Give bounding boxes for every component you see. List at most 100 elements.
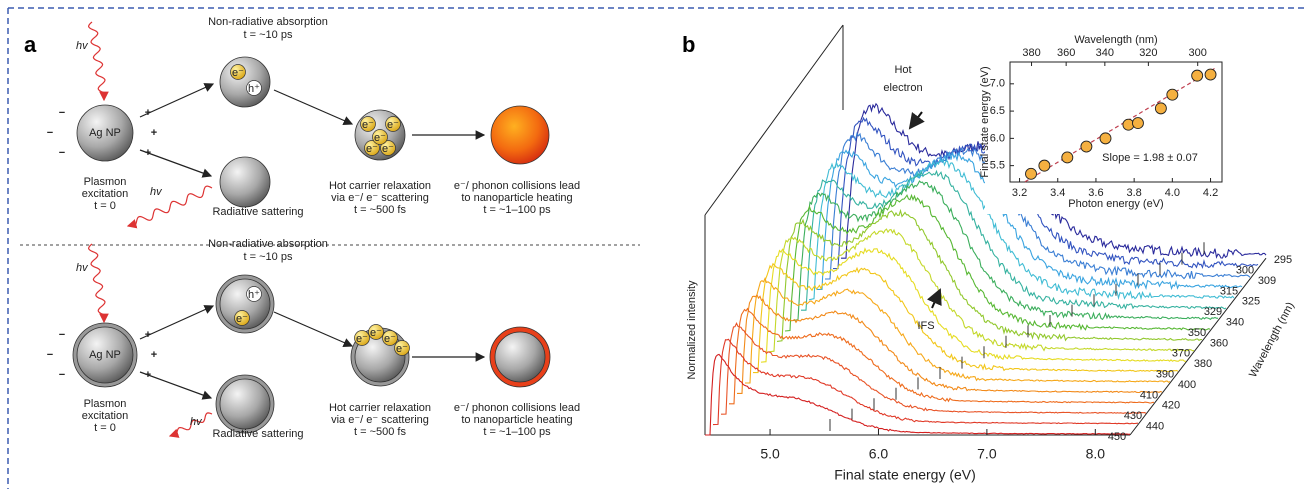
x2-tick-label: 380	[1022, 47, 1040, 59]
data-point	[1025, 167, 1037, 180]
x-tick-label: 7.0	[977, 446, 997, 462]
electron-label: e⁻	[362, 119, 374, 131]
wavelength-label: 350	[1188, 327, 1206, 339]
spectrum	[737, 293, 1163, 394]
annotation: Hot	[894, 64, 911, 76]
excitation-label: excitation	[82, 188, 128, 200]
electron	[364, 140, 380, 156]
relaxation-label: t = ~500 fs	[354, 426, 406, 438]
x-axis-title: Photon energy (eV)	[1068, 198, 1163, 210]
wavelength-label: 300	[1236, 265, 1254, 277]
sphere	[76, 104, 134, 162]
absorption-label: t = ~10 ps	[244, 29, 293, 41]
arrow	[273, 311, 354, 348]
spectrum	[825, 131, 1251, 280]
arrow	[139, 371, 213, 400]
spectrum	[753, 262, 1179, 374]
particle-label: Ag NP	[89, 127, 121, 139]
wavelength-label: 329	[1204, 306, 1222, 318]
x-tick-label: 6.0	[869, 446, 889, 462]
x-tick-label: 4.0	[1165, 187, 1180, 199]
data-point	[1080, 140, 1093, 153]
spectrum	[712, 338, 1139, 426]
wavelength-label: 420	[1162, 400, 1180, 412]
sphere	[219, 156, 271, 208]
relaxation-label: via e⁻/ e⁻ scattering	[331, 192, 429, 204]
wavelength-label: 430	[1124, 410, 1142, 422]
panel-label: b	[682, 32, 695, 57]
spectrum	[784, 193, 1211, 332]
annotation-arrow	[927, 288, 942, 309]
inset-background	[985, 28, 1243, 214]
x-tick-label: 5.0	[760, 446, 780, 462]
electron	[360, 116, 376, 132]
x2-tick-label: 360	[1057, 47, 1075, 59]
y-tick-label: 5.5	[990, 160, 1005, 172]
electron-label: e⁻	[396, 343, 408, 355]
wavelength-label: 370	[1172, 348, 1190, 360]
charge: +	[151, 349, 157, 361]
photon-label: hv	[76, 262, 89, 274]
excitation-label: t = 0	[94, 422, 116, 434]
absorption-label: Non-radiative absorption	[208, 16, 328, 28]
electron-label: e⁻	[232, 67, 244, 79]
x-axis-title: Final state energy (eV)	[834, 467, 976, 483]
wavelength-label: 360	[1210, 337, 1228, 349]
spectrum	[801, 169, 1227, 311]
scattering-label: Radiative sattering	[212, 206, 303, 218]
photon-label: hv	[150, 186, 163, 198]
relaxation-label: Hot carrier relaxation	[329, 402, 431, 414]
wavelength-label: 390	[1156, 369, 1174, 381]
heating-label: e⁻/ phonon collisions lead	[454, 180, 580, 192]
arrow	[139, 305, 215, 340]
photon-label: hv	[190, 416, 203, 428]
spectrum	[817, 149, 1243, 291]
heating-label: t = ~1–100 ps	[483, 426, 551, 438]
annotation: Slope = 1.98 ± 0.07	[1102, 152, 1198, 164]
wavelength-label: 325	[1242, 296, 1260, 308]
electron-label: e⁻	[370, 327, 382, 339]
wavelength-label: 340	[1226, 317, 1244, 329]
x-tick-label: 3.8	[1126, 187, 1141, 199]
excitation-label: Plasmon	[84, 176, 127, 188]
x2-tick-label: 300	[1189, 47, 1207, 59]
inset-frame	[1009, 61, 1223, 183]
data-point	[1099, 132, 1112, 145]
charge: −	[59, 107, 65, 119]
photon-wave	[87, 21, 109, 102]
electron	[354, 330, 370, 346]
electron-label: e⁻	[236, 313, 248, 325]
axis-frame	[704, 24, 844, 216]
spectrum	[768, 228, 1194, 353]
charge: −	[47, 127, 53, 139]
data-point	[1191, 69, 1204, 82]
data-point	[1166, 88, 1179, 101]
sphere	[219, 378, 271, 430]
x2-axis-title: Wavelength (nm)	[1074, 34, 1157, 46]
annotation: IFS	[917, 320, 934, 332]
electron-label: e⁻	[356, 333, 368, 345]
particle-label: Ag NP	[89, 349, 121, 361]
sphere	[219, 56, 271, 108]
sphere	[490, 105, 550, 165]
annotation: electron	[883, 82, 922, 94]
relaxation-label: t = ~500 fs	[354, 204, 406, 216]
data-point	[1204, 68, 1217, 81]
electron	[234, 310, 250, 326]
sphere	[494, 331, 546, 383]
electron	[372, 129, 388, 145]
absorption-label: t = ~10 ps	[244, 251, 293, 263]
excitation-label: excitation	[82, 410, 128, 422]
excitation-label: t = 0	[94, 200, 116, 212]
arrow	[139, 149, 213, 178]
spectrum	[729, 307, 1155, 405]
spectrum	[720, 322, 1147, 415]
excitation-label: Plasmon	[84, 398, 127, 410]
wavelength-label: 380	[1194, 358, 1212, 370]
electron	[230, 64, 246, 80]
wavelength-label: 450	[1108, 431, 1126, 443]
spectrum	[792, 180, 1219, 322]
fit-line	[1024, 68, 1215, 183]
x2-tick-label: 320	[1139, 47, 1157, 59]
